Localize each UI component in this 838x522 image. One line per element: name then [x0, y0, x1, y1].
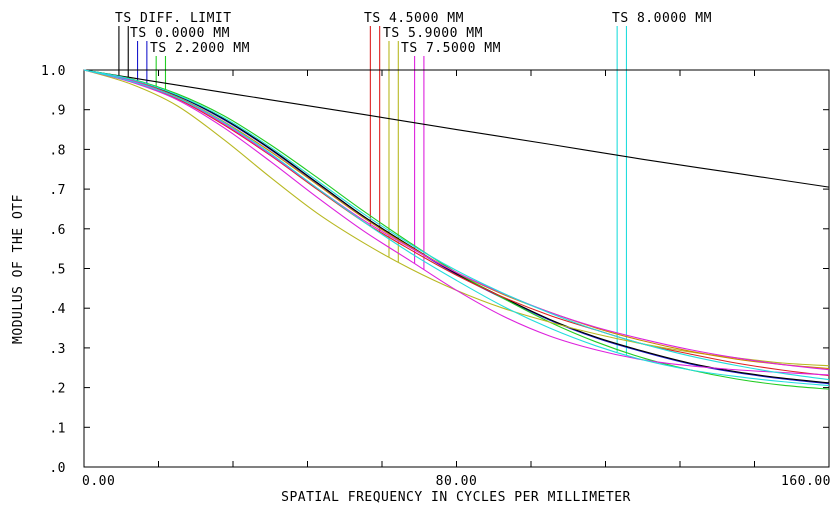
series-layer	[83, 69, 830, 390]
legend-entry: TS 0.0000 MM	[130, 26, 230, 86]
mtf-curve-10	[83, 69, 830, 387]
legend-label: TS 8.0000 MM	[612, 11, 712, 26]
mtf-curve-5	[83, 69, 830, 377]
legend-label: TS 0.0000 MM	[130, 26, 230, 41]
axes-layer: .0 .1 .2 .3 .4 .5 .6 .7 .8 .9 1.0 0.00 80.00 160.00	[41, 64, 831, 489]
legend-entry: TS DIFF. LIMIT	[115, 11, 232, 78]
y-tick-label: .6	[49, 223, 66, 238]
legend-entry: TS 5.9000 MM	[383, 26, 483, 263]
mtf-curve-6	[83, 69, 830, 367]
y-tick-label: .4	[49, 302, 66, 317]
y-tick-label: .1	[49, 421, 66, 436]
x-tick-label: 160.00	[781, 474, 831, 489]
mtf-curve-11	[83, 69, 830, 381]
x-axis-label: SPATIAL FREQUENCY IN CYCLES PER MILLIMET…	[281, 490, 631, 505]
y-tick-label: .8	[49, 143, 66, 158]
y-tick-label: .0	[49, 461, 66, 476]
legend-entry: TS 4.5000 MM	[364, 11, 464, 232]
labels-layer: MODULUS OF THE OTF SPATIAL FREQUENCY IN …	[11, 194, 631, 505]
mtf-curve-3	[83, 69, 830, 384]
legend-label: TS 4.5000 MM	[364, 11, 464, 26]
legend-label: TS 7.5000 MM	[401, 41, 501, 56]
mtf-curve-8	[83, 69, 830, 376]
legend-entry: TS 8.0000 MM	[612, 11, 712, 355]
y-tick-label: .7	[49, 183, 66, 198]
x-tick-label: 80.00	[436, 474, 478, 489]
mtf-curve-2	[83, 69, 830, 385]
mtf-curve-1	[83, 69, 830, 188]
y-tick-label: .2	[49, 382, 66, 397]
y-axis-label: MODULUS OF THE OTF	[11, 194, 26, 344]
legend-label: TS 2.2000 MM	[150, 41, 250, 56]
y-tick-label: .3	[49, 342, 66, 357]
legend-label: TS 5.9000 MM	[383, 26, 483, 41]
y-tick-label: .9	[49, 104, 66, 119]
legend-label: TS DIFF. LIMIT	[115, 11, 232, 26]
y-tick-label: .5	[49, 263, 66, 278]
mtf-curve-9	[83, 69, 830, 371]
mtf-curve-7	[83, 69, 830, 370]
legend-entry: TS 7.5000 MM	[401, 41, 501, 270]
x-tick-label: 0.00	[82, 474, 115, 489]
y-tick-label: 1.0	[41, 64, 66, 79]
